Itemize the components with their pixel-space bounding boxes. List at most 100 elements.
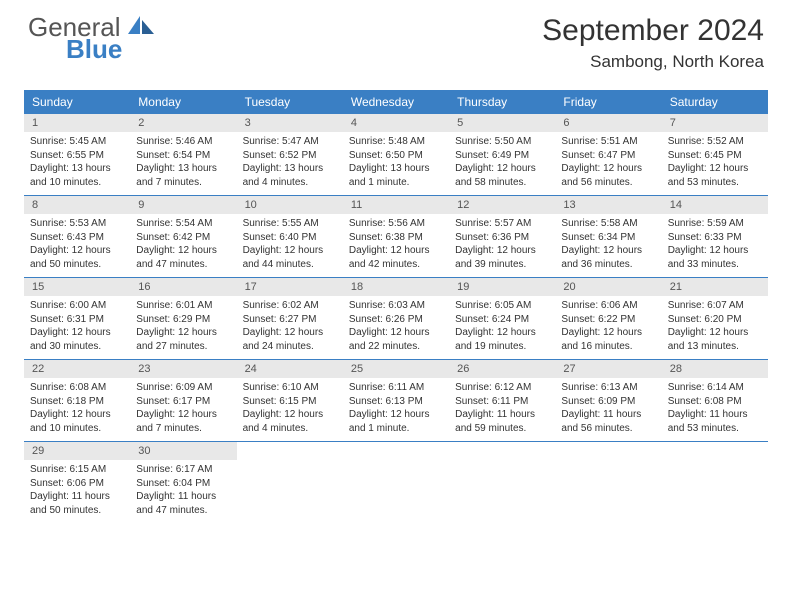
weekday-saturday: Saturday [662,90,768,114]
day-cell-empty [662,442,768,523]
day-number: 13 [555,196,661,214]
day-cell-1: 1Sunrise: 5:45 AMSunset: 6:55 PMDaylight… [24,114,130,195]
day-number: 1 [24,114,130,132]
day-cell-9: 9Sunrise: 5:54 AMSunset: 6:42 PMDaylight… [130,196,236,277]
week-row: 22Sunrise: 6:08 AMSunset: 6:18 PMDayligh… [24,359,768,441]
day-content: Sunrise: 5:55 AMSunset: 6:40 PMDaylight:… [237,214,343,271]
day-number: 29 [24,442,130,460]
day-cell-24: 24Sunrise: 6:10 AMSunset: 6:15 PMDayligh… [237,360,343,441]
day-content: Sunrise: 5:56 AMSunset: 6:38 PMDaylight:… [343,214,449,271]
day-number: 27 [555,360,661,378]
day-cell-18: 18Sunrise: 6:03 AMSunset: 6:26 PMDayligh… [343,278,449,359]
logo-sail-icon [128,16,154,36]
day-cell-30: 30Sunrise: 6:17 AMSunset: 6:04 PMDayligh… [130,442,236,523]
day-number: 2 [130,114,236,132]
day-cell-6: 6Sunrise: 5:51 AMSunset: 6:47 PMDaylight… [555,114,661,195]
day-number: 14 [662,196,768,214]
day-cell-21: 21Sunrise: 6:07 AMSunset: 6:20 PMDayligh… [662,278,768,359]
day-cell-empty [449,442,555,523]
day-number: 10 [237,196,343,214]
day-number: 30 [130,442,236,460]
day-content: Sunrise: 5:52 AMSunset: 6:45 PMDaylight:… [662,132,768,189]
day-number: 20 [555,278,661,296]
day-number: 26 [449,360,555,378]
day-content: Sunrise: 5:47 AMSunset: 6:52 PMDaylight:… [237,132,343,189]
day-content: Sunrise: 5:45 AMSunset: 6:55 PMDaylight:… [24,132,130,189]
day-content: Sunrise: 6:03 AMSunset: 6:26 PMDaylight:… [343,296,449,353]
day-cell-4: 4Sunrise: 5:48 AMSunset: 6:50 PMDaylight… [343,114,449,195]
day-cell-15: 15Sunrise: 6:00 AMSunset: 6:31 PMDayligh… [24,278,130,359]
day-content: Sunrise: 6:06 AMSunset: 6:22 PMDaylight:… [555,296,661,353]
day-number: 19 [449,278,555,296]
day-number: 25 [343,360,449,378]
day-number: 12 [449,196,555,214]
day-cell-empty [237,442,343,523]
day-cell-7: 7Sunrise: 5:52 AMSunset: 6:45 PMDaylight… [662,114,768,195]
logo-text: General Blue [28,14,154,62]
day-content: Sunrise: 5:46 AMSunset: 6:54 PMDaylight:… [130,132,236,189]
day-number: 4 [343,114,449,132]
day-number: 23 [130,360,236,378]
day-cell-13: 13Sunrise: 5:58 AMSunset: 6:34 PMDayligh… [555,196,661,277]
day-content: Sunrise: 5:59 AMSunset: 6:33 PMDaylight:… [662,214,768,271]
month-title: September 2024 [542,14,764,48]
day-cell-28: 28Sunrise: 6:14 AMSunset: 6:08 PMDayligh… [662,360,768,441]
day-content: Sunrise: 6:12 AMSunset: 6:11 PMDaylight:… [449,378,555,435]
day-content: Sunrise: 6:05 AMSunset: 6:24 PMDaylight:… [449,296,555,353]
day-content: Sunrise: 6:02 AMSunset: 6:27 PMDaylight:… [237,296,343,353]
day-number: 5 [449,114,555,132]
day-cell-11: 11Sunrise: 5:56 AMSunset: 6:38 PMDayligh… [343,196,449,277]
day-number: 28 [662,360,768,378]
day-cell-8: 8Sunrise: 5:53 AMSunset: 6:43 PMDaylight… [24,196,130,277]
day-number: 18 [343,278,449,296]
day-cell-26: 26Sunrise: 6:12 AMSunset: 6:11 PMDayligh… [449,360,555,441]
week-row: 1Sunrise: 5:45 AMSunset: 6:55 PMDaylight… [24,114,768,195]
day-cell-29: 29Sunrise: 6:15 AMSunset: 6:06 PMDayligh… [24,442,130,523]
day-cell-10: 10Sunrise: 5:55 AMSunset: 6:40 PMDayligh… [237,196,343,277]
weekday-row: SundayMondayTuesdayWednesdayThursdayFrid… [24,90,768,114]
day-content: Sunrise: 5:51 AMSunset: 6:47 PMDaylight:… [555,132,661,189]
day-content: Sunrise: 5:57 AMSunset: 6:36 PMDaylight:… [449,214,555,271]
day-number: 24 [237,360,343,378]
day-content: Sunrise: 6:10 AMSunset: 6:15 PMDaylight:… [237,378,343,435]
weekday-sunday: Sunday [24,90,130,114]
week-row: 8Sunrise: 5:53 AMSunset: 6:43 PMDaylight… [24,195,768,277]
day-cell-27: 27Sunrise: 6:13 AMSunset: 6:09 PMDayligh… [555,360,661,441]
day-cell-empty [555,442,661,523]
location: Sambong, North Korea [542,52,764,72]
day-content: Sunrise: 6:09 AMSunset: 6:17 PMDaylight:… [130,378,236,435]
day-cell-5: 5Sunrise: 5:50 AMSunset: 6:49 PMDaylight… [449,114,555,195]
header: General Blue September 2024 Sambong, Nor… [0,0,792,80]
day-number: 17 [237,278,343,296]
weeks-container: 1Sunrise: 5:45 AMSunset: 6:55 PMDaylight… [24,114,768,523]
day-content: Sunrise: 6:13 AMSunset: 6:09 PMDaylight:… [555,378,661,435]
day-cell-25: 25Sunrise: 6:11 AMSunset: 6:13 PMDayligh… [343,360,449,441]
weekday-thursday: Thursday [449,90,555,114]
calendar: SundayMondayTuesdayWednesdayThursdayFrid… [24,90,768,523]
day-number: 9 [130,196,236,214]
day-content: Sunrise: 6:08 AMSunset: 6:18 PMDaylight:… [24,378,130,435]
day-content: Sunrise: 6:01 AMSunset: 6:29 PMDaylight:… [130,296,236,353]
day-content: Sunrise: 5:58 AMSunset: 6:34 PMDaylight:… [555,214,661,271]
day-number: 11 [343,196,449,214]
day-cell-20: 20Sunrise: 6:06 AMSunset: 6:22 PMDayligh… [555,278,661,359]
day-cell-14: 14Sunrise: 5:59 AMSunset: 6:33 PMDayligh… [662,196,768,277]
day-content: Sunrise: 6:00 AMSunset: 6:31 PMDaylight:… [24,296,130,353]
day-number: 6 [555,114,661,132]
day-content: Sunrise: 5:53 AMSunset: 6:43 PMDaylight:… [24,214,130,271]
day-number: 15 [24,278,130,296]
day-number: 8 [24,196,130,214]
weekday-wednesday: Wednesday [343,90,449,114]
day-content: Sunrise: 5:50 AMSunset: 6:49 PMDaylight:… [449,132,555,189]
day-cell-16: 16Sunrise: 6:01 AMSunset: 6:29 PMDayligh… [130,278,236,359]
day-cell-2: 2Sunrise: 5:46 AMSunset: 6:54 PMDaylight… [130,114,236,195]
day-cell-17: 17Sunrise: 6:02 AMSunset: 6:27 PMDayligh… [237,278,343,359]
day-cell-12: 12Sunrise: 5:57 AMSunset: 6:36 PMDayligh… [449,196,555,277]
week-row: 15Sunrise: 6:00 AMSunset: 6:31 PMDayligh… [24,277,768,359]
week-row: 29Sunrise: 6:15 AMSunset: 6:06 PMDayligh… [24,441,768,523]
day-cell-3: 3Sunrise: 5:47 AMSunset: 6:52 PMDaylight… [237,114,343,195]
weekday-monday: Monday [130,90,236,114]
day-number: 21 [662,278,768,296]
logo: General Blue [28,14,154,62]
day-content: Sunrise: 6:14 AMSunset: 6:08 PMDaylight:… [662,378,768,435]
